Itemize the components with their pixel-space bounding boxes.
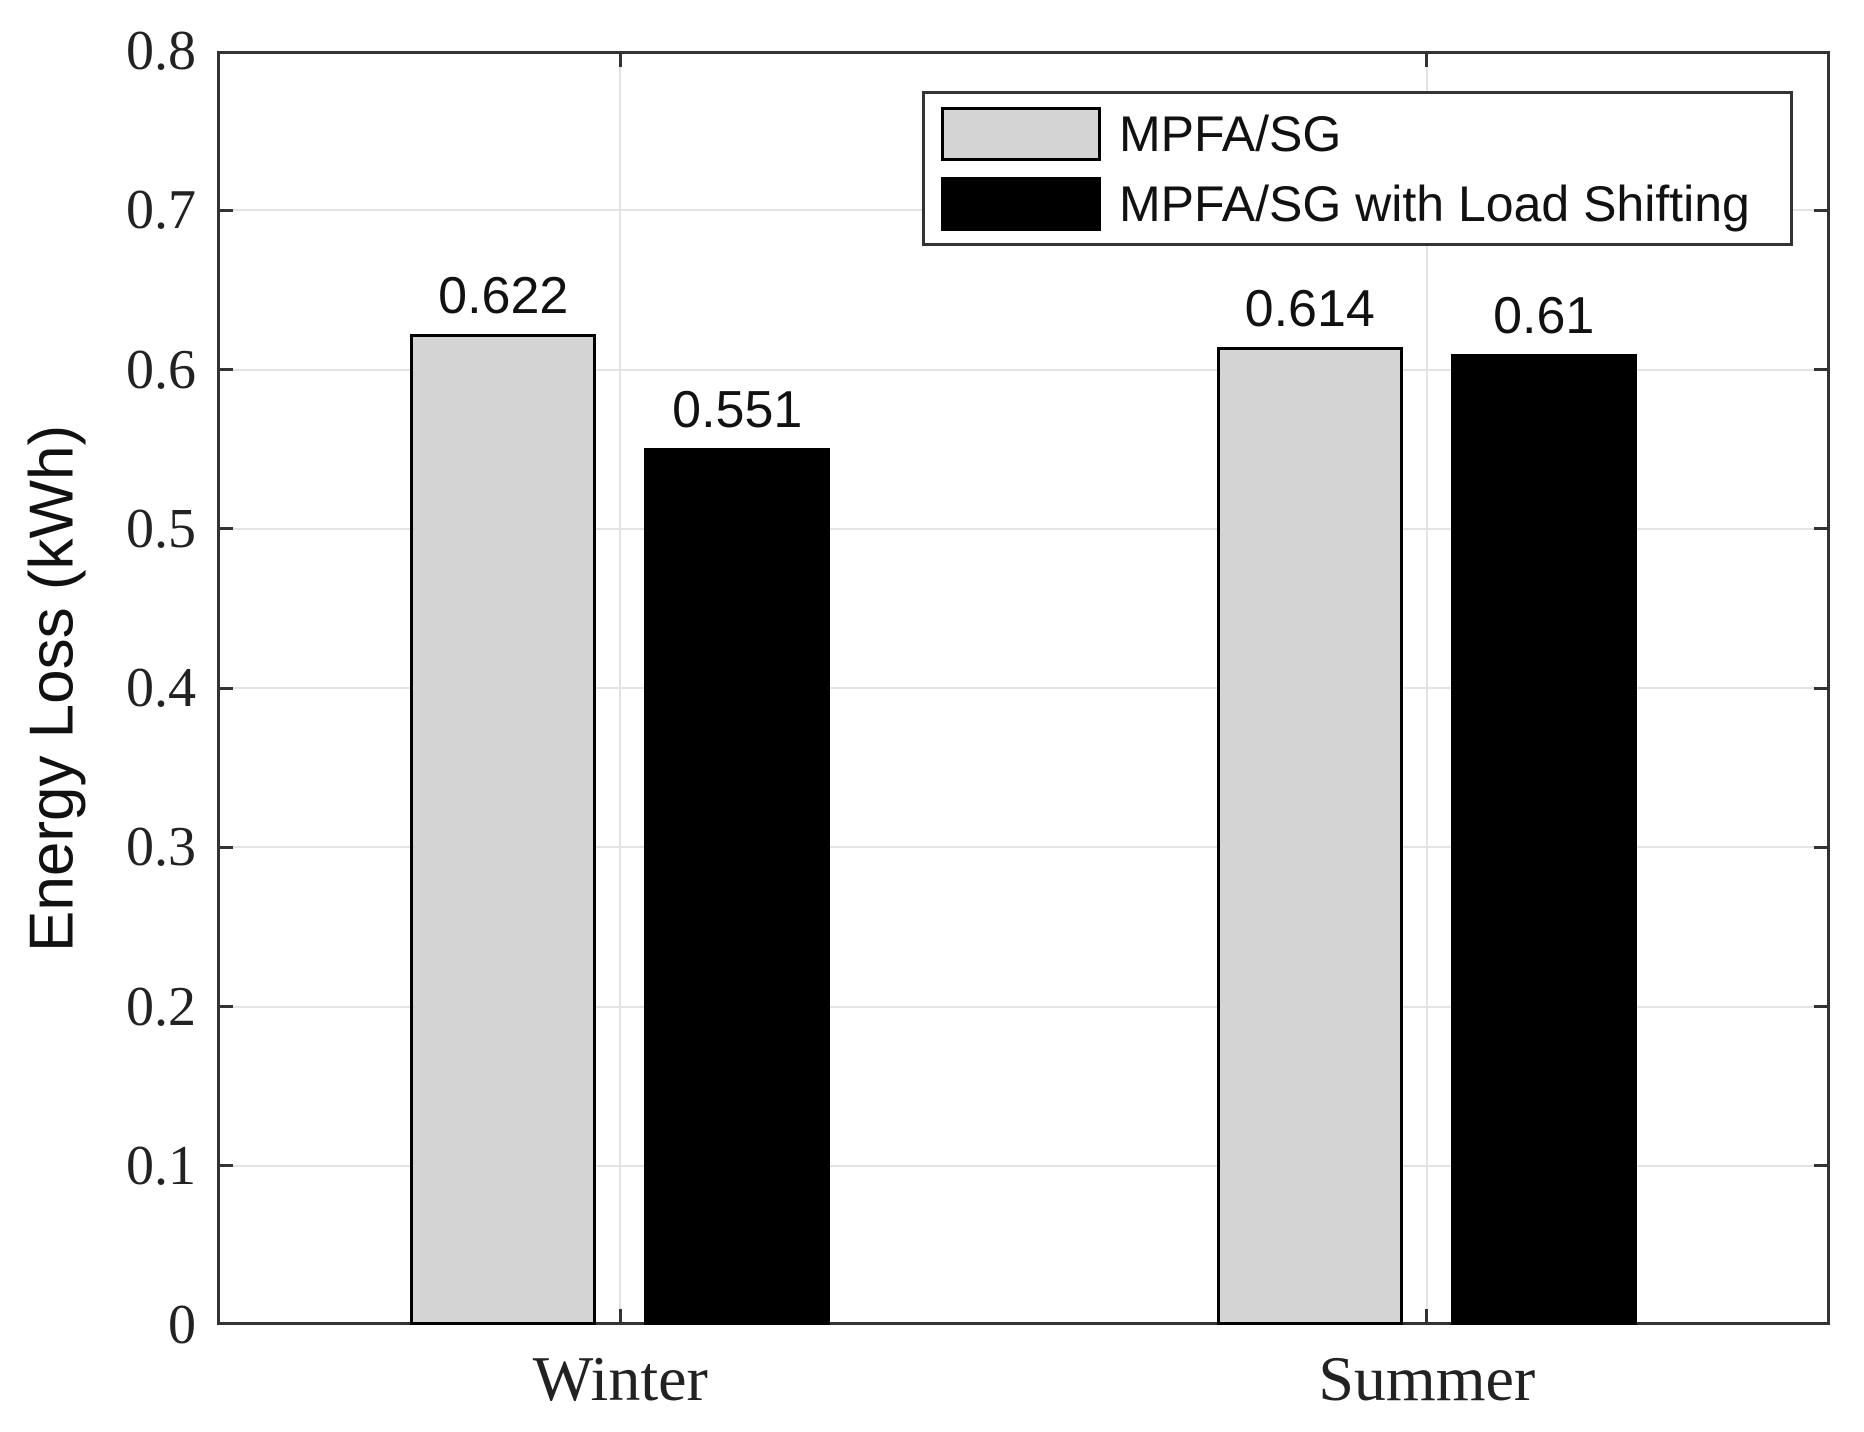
y-tick-label: 0.7 <box>126 179 196 242</box>
gridline-horizontal <box>217 1164 1830 1167</box>
legend-row: MPFA/SG with Load Shifting <box>941 175 1790 232</box>
legend-label: MPFA/SG <box>1119 105 1342 162</box>
y-tick-label: 0.6 <box>126 338 196 401</box>
gridline-vertical <box>619 51 622 1325</box>
legend-swatch-icon <box>941 106 1101 161</box>
bar-value-label: 0.61 <box>1493 286 1595 345</box>
gridline-horizontal <box>217 846 1830 849</box>
x-category-label: Winter <box>532 1343 708 1414</box>
bar-summer-series-0 <box>1216 347 1403 1325</box>
y-tick-right <box>1814 368 1830 371</box>
x-tick-bottom <box>1425 1309 1429 1325</box>
y-tick-right <box>1814 1005 1830 1008</box>
y-tick-left <box>217 208 233 212</box>
y-tick-left <box>217 368 233 371</box>
bar-summer-series-1 <box>1450 353 1637 1325</box>
x-category-label: Summer <box>1318 1343 1536 1414</box>
y-tick-left <box>217 845 233 849</box>
y-tick-label: 0.5 <box>126 497 196 560</box>
axes-frame <box>217 51 1830 1325</box>
y-tick-label: 0 <box>168 1294 196 1356</box>
bar-value-label: 0.551 <box>672 380 803 439</box>
gridline-horizontal <box>217 527 1830 530</box>
bar-value-label: 0.622 <box>438 267 569 326</box>
y-tick-label: 0.4 <box>126 657 196 719</box>
gridline-horizontal <box>217 687 1830 689</box>
legend-row: MPFA/SG <box>941 105 1790 162</box>
y-tick-left <box>217 1005 233 1008</box>
y-tick-label: 0.2 <box>126 975 196 1038</box>
x-tick-bottom <box>618 1309 622 1325</box>
bar-value-label: 0.614 <box>1244 280 1375 339</box>
y-tick-right <box>1814 208 1830 212</box>
y-tick-right <box>1814 686 1830 690</box>
gridline-horizontal <box>217 1005 1830 1008</box>
y-tick-left <box>217 1164 233 1168</box>
y-tick-label: 0.3 <box>126 816 196 879</box>
bar-winter-series-0 <box>410 334 597 1325</box>
gridline-horizontal <box>217 368 1830 371</box>
legend: MPFA/SG MPFA/SG with Load Shifting <box>922 91 1793 246</box>
y-tick-right <box>1814 1164 1830 1168</box>
y-tick-label: 0.1 <box>126 1134 196 1197</box>
y-tick-left <box>217 686 233 690</box>
y-tick-left <box>217 527 233 531</box>
legend-label: MPFA/SG with Load Shifting <box>1119 175 1750 232</box>
bar-winter-series-1 <box>644 447 831 1325</box>
x-tick-top <box>618 51 622 67</box>
legend-swatch-icon <box>941 176 1101 231</box>
x-tick-top <box>1425 51 1429 67</box>
gridline-vertical <box>1425 51 1428 1325</box>
y-tick-right <box>1814 845 1830 849</box>
y-tick-right <box>1814 527 1830 531</box>
y-tick-label: 0.8 <box>126 20 196 82</box>
